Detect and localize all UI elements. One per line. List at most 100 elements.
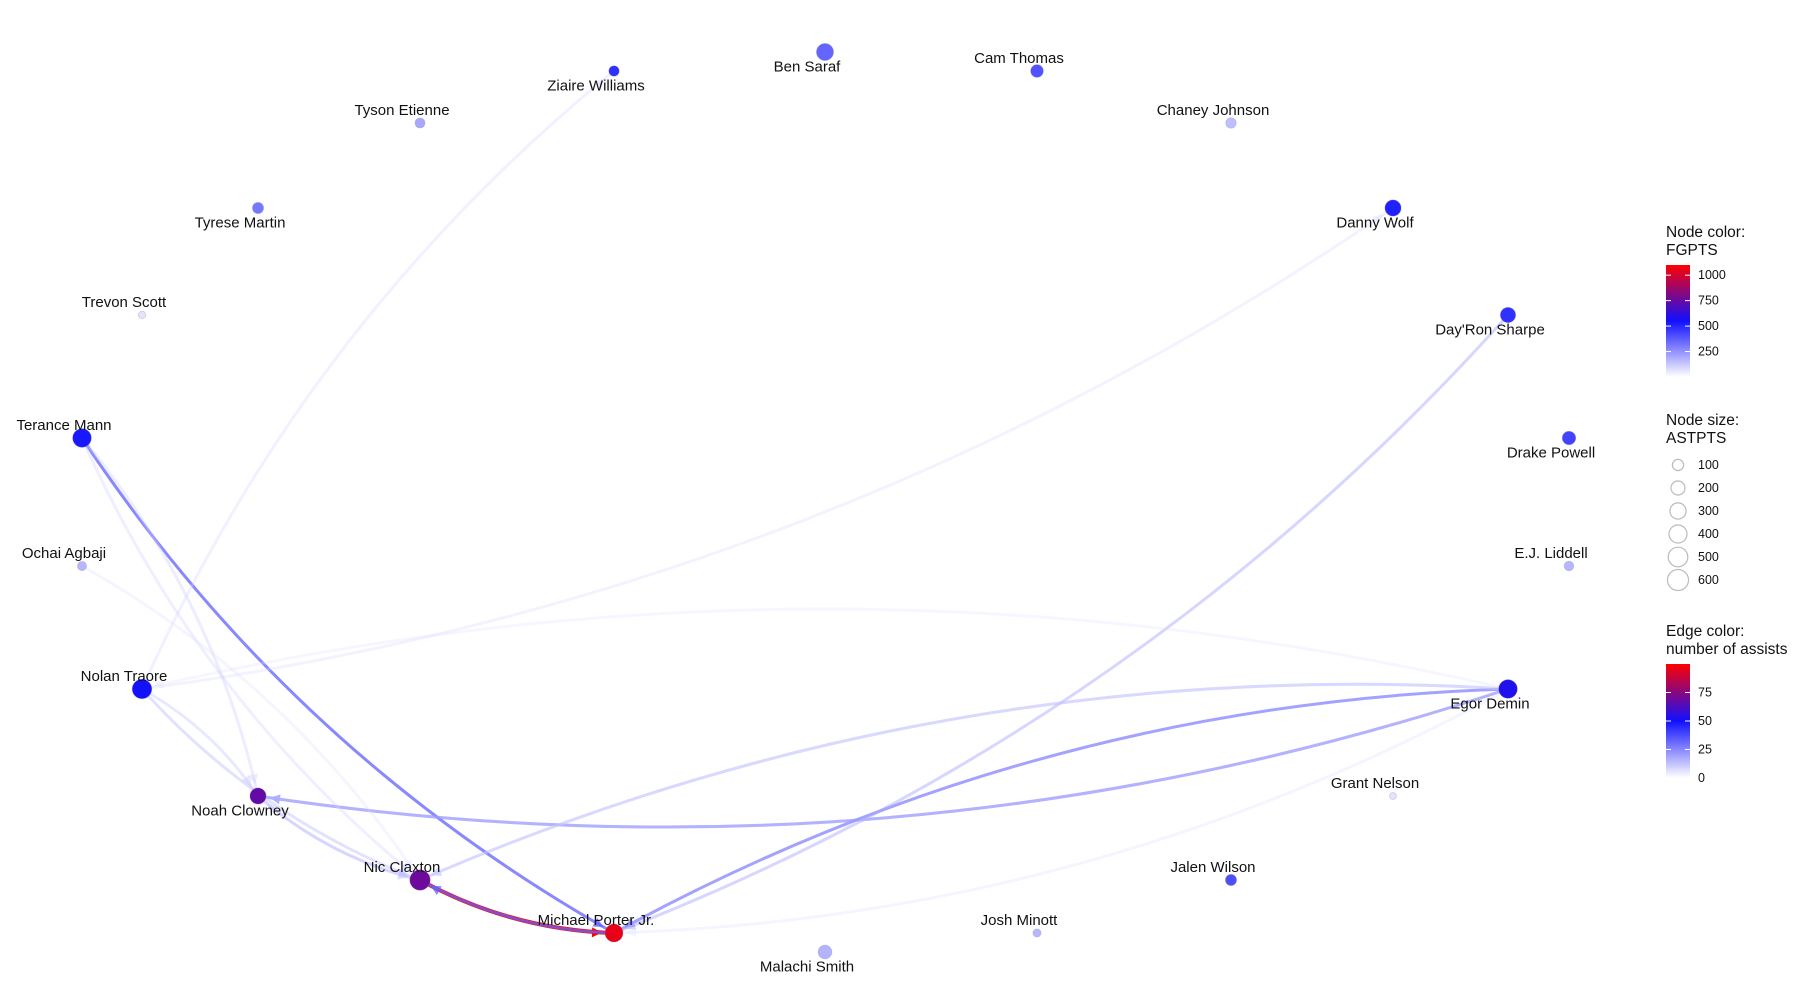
node-labels-layer: Ziaire Williams Ben Saraf Cam Thomas Tyson … bbox=[16, 50, 1595, 975]
edge-arrow-michael-porter-jr-to-nic-claxton bbox=[430, 885, 442, 895]
node-terance-mann bbox=[72, 428, 92, 448]
edges-layer bbox=[80, 69, 1510, 938]
node-label-ej-liddell: E.J. Liddell bbox=[1514, 545, 1587, 562]
legend-edge-color-title-2: number of assists bbox=[1666, 641, 1788, 658]
node_color-tick-label: 750 bbox=[1698, 294, 1719, 308]
legend-size-label: 200 bbox=[1698, 481, 1719, 495]
node-label-cam-thomas: Cam Thomas bbox=[974, 50, 1064, 67]
edge-arrow-dayron-sharpe-to-michael-porter-jr bbox=[625, 920, 637, 930]
legend-size-label: 500 bbox=[1698, 550, 1719, 564]
node-ziaire-williams bbox=[608, 65, 620, 77]
node-ben-saraf bbox=[816, 43, 834, 61]
node-label-grant-nelson: Grant Nelson bbox=[1331, 775, 1419, 792]
legend-size-label: 400 bbox=[1698, 527, 1719, 541]
node-label-dayron-sharpe: Day'Ron Sharpe bbox=[1435, 321, 1545, 338]
legend-node-size: Node size: ASTPTS 100 200 300 400 500 600 bbox=[1666, 412, 1739, 592]
node-label-tyson-etienne: Tyson Etienne bbox=[354, 102, 449, 119]
edge_color-tick-label: 75 bbox=[1698, 686, 1712, 700]
edge-egor-demin-to-michael-porter-jr bbox=[612, 687, 1510, 935]
node_color-tick-label: 1000 bbox=[1698, 268, 1726, 282]
edge-arrow-terance-mann-to-noah-clowney bbox=[248, 773, 259, 785]
edge-arrow-nolan-traore-to-ziaire-williams bbox=[593, 78, 605, 89]
edge-arrow-nolan-traore-to-noah-clowney bbox=[241, 774, 252, 787]
edge-dayron-sharpe-to-michael-porter-jr bbox=[612, 313, 1510, 935]
edge-ochai-agbaji-to-nic-claxton bbox=[80, 564, 422, 882]
legend-size-label: 100 bbox=[1698, 458, 1719, 472]
node-nolan-traore bbox=[131, 678, 153, 700]
node-trevon-scott bbox=[137, 310, 147, 320]
legend-edge-color: Edge color: number of assists 75 50 25 0 bbox=[1666, 623, 1788, 785]
edge-noah-clowney-to-nic-claxton bbox=[256, 794, 422, 882]
edge-arrow-nolan-traore-to-danny-wolf bbox=[1372, 214, 1384, 225]
node-label-malachi-smith: Malachi Smith bbox=[760, 958, 854, 975]
edge-egor-demin-to-noah-clowney bbox=[256, 687, 1510, 829]
edge-arrow-nolan-traore-to-nic-claxton bbox=[397, 867, 409, 877]
node-label-egor-demin: Egor Demin bbox=[1450, 695, 1529, 712]
edge-nic-claxton-to-noah-clowney bbox=[256, 794, 422, 882]
node-chaney-johnson bbox=[1225, 117, 1237, 129]
legend-edge-color-title-1: Edge color: bbox=[1666, 623, 1744, 640]
node-label-terance-mann: Terance Mann bbox=[16, 417, 111, 434]
node-egor-demin bbox=[1498, 679, 1518, 699]
edge-nolan-traore-to-nic-claxton bbox=[140, 687, 422, 882]
node-tyrese-martin bbox=[251, 201, 264, 214]
legend-node-color-title-2: FGPTS bbox=[1666, 242, 1718, 259]
edge-nolan-traore-to-noah-clowney bbox=[140, 687, 260, 798]
node-ochai-agbaji bbox=[76, 560, 88, 572]
legend-size-label: 600 bbox=[1698, 573, 1719, 587]
edge-terance-mann-to-nic-claxton bbox=[80, 436, 422, 882]
node-label-nic-claxton: Nic Claxton bbox=[364, 859, 441, 876]
edge-arrow-egor-demin-to-nic-claxton bbox=[431, 866, 443, 876]
node-jalen-wilson bbox=[1225, 874, 1238, 887]
edge-arrow-egor-demin-to-michael-porter-jr bbox=[624, 918, 636, 928]
edge-arrow-ochai-agbaji-to-nic-claxton bbox=[403, 858, 414, 871]
node-nic-claxton bbox=[409, 869, 431, 891]
edge_color-tick-label: 50 bbox=[1698, 714, 1712, 728]
edge-arrow-noah-clowney-to-nic-claxton bbox=[397, 869, 409, 880]
legend-node-color-bar bbox=[1666, 265, 1690, 377]
node_color-tick-label: 500 bbox=[1698, 319, 1719, 333]
edge-arrow-terance-mann-to-nic-claxton bbox=[399, 862, 411, 873]
node-michael-porter-jr bbox=[604, 923, 624, 943]
legend-size-circle bbox=[1669, 502, 1687, 520]
legend-size-circle bbox=[1670, 480, 1686, 496]
node-label-tyrese-martin: Tyrese Martin bbox=[195, 214, 286, 231]
node-label-michael-porter-jr: Michael Porter Jr. bbox=[538, 912, 655, 929]
node-label-danny-wolf: Danny Wolf bbox=[1336, 214, 1414, 231]
edge-egor-demin-to-nic-claxton bbox=[418, 682, 1510, 882]
node-label-ben-saraf: Ben Saraf bbox=[774, 58, 842, 75]
node-ej-liddell bbox=[1563, 560, 1575, 572]
node-label-nolan-traore: Nolan Traore bbox=[81, 668, 168, 685]
node-label-trevon-scott: Trevon Scott bbox=[82, 294, 167, 311]
edge-terance-mann-to-michael-porter-jr bbox=[80, 436, 616, 935]
node-label-chaney-johnson: Chaney Johnson bbox=[1157, 102, 1270, 119]
node-drake-powell bbox=[1561, 430, 1577, 446]
edge-arrow-nic-claxton-to-noah-clowney bbox=[267, 803, 278, 815]
edge-michael-porter-jr-to-nic-claxton bbox=[418, 878, 616, 935]
legend-size-label: 300 bbox=[1698, 504, 1719, 518]
edge-arrow-egor-demin-to-nolan-traore bbox=[153, 679, 165, 689]
node-danny-wolf bbox=[1384, 199, 1402, 217]
node-noah-clowney bbox=[249, 787, 267, 805]
node-josh-minott bbox=[1032, 928, 1042, 938]
node-label-josh-minott: Josh Minott bbox=[981, 912, 1059, 929]
edge-egor-demin-to-nic-claxton bbox=[418, 682, 1510, 882]
edge-egor-demin-to-michael-porter-jr bbox=[612, 687, 1510, 935]
legend-size-circle bbox=[1666, 568, 1690, 592]
legend-size-circle bbox=[1671, 458, 1685, 472]
legend-size-circle bbox=[1668, 524, 1688, 544]
node-label-ochai-agbaji: Ochai Agbaji bbox=[22, 545, 106, 562]
edge_color-tick-label: 25 bbox=[1698, 743, 1712, 757]
legend-size-circle bbox=[1667, 546, 1689, 568]
edge_color-tick-label: 0 bbox=[1698, 771, 1705, 785]
node-label-jalen-wilson: Jalen Wilson bbox=[1170, 859, 1255, 876]
nodes-layer bbox=[72, 43, 1577, 960]
legend-node-color: Node color: FGPTS 1000 750 500 250 bbox=[1666, 224, 1745, 377]
node-label-ziaire-williams: Ziaire Williams bbox=[547, 77, 645, 94]
legend-node-size-title-2: ASTPTS bbox=[1666, 430, 1726, 447]
edge-arrow-egor-demin-to-nic-claxton bbox=[431, 866, 443, 876]
edge-arrow-terance-mann-to-michael-porter-jr bbox=[592, 917, 604, 928]
edge-egor-demin-to-noah-clowney bbox=[256, 687, 1510, 829]
node-malachi-smith bbox=[817, 944, 833, 960]
